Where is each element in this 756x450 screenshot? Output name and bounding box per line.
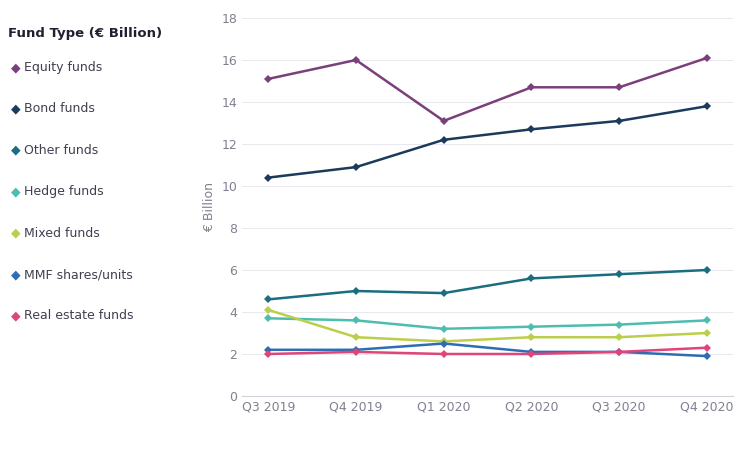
Equity funds (702, 55, 711, 61)
Real estate funds (615, 349, 624, 355)
Bond funds (527, 126, 536, 132)
MMF shares/units (439, 341, 448, 346)
Equity funds (527, 85, 536, 90)
Text: Equity funds: Equity funds (24, 61, 103, 74)
Text: ◆: ◆ (11, 185, 21, 198)
Text: Hedge funds: Hedge funds (24, 185, 104, 198)
Equity funds (264, 76, 273, 81)
Text: Mixed funds: Mixed funds (24, 227, 100, 239)
Mixed funds (264, 307, 273, 313)
Bond funds (439, 137, 448, 143)
Real estate funds (264, 351, 273, 357)
Line: Other funds: Other funds (265, 267, 710, 302)
Equity funds (352, 57, 361, 63)
Other funds (702, 267, 711, 273)
Bond funds (615, 118, 624, 124)
Text: Fund Type (€ Billion): Fund Type (€ Billion) (8, 27, 162, 40)
Other funds (615, 271, 624, 277)
Equity funds (615, 85, 624, 90)
Text: Other funds: Other funds (24, 144, 98, 157)
Text: MMF shares/units: MMF shares/units (24, 268, 133, 281)
Line: Mixed funds: Mixed funds (265, 307, 710, 344)
Mixed funds (352, 334, 361, 340)
MMF shares/units (527, 349, 536, 355)
Hedge funds (439, 326, 448, 332)
Mixed funds (702, 330, 711, 336)
Mixed funds (527, 334, 536, 340)
MMF shares/units (702, 353, 711, 359)
Mixed funds (615, 334, 624, 340)
Line: Real estate funds: Real estate funds (265, 345, 710, 357)
Equity funds (439, 118, 448, 124)
Hedge funds (527, 324, 536, 329)
Other funds (264, 297, 273, 302)
Text: ◆: ◆ (11, 227, 21, 239)
MMF shares/units (615, 349, 624, 355)
Mixed funds (439, 339, 448, 344)
Real estate funds (702, 345, 711, 351)
Real estate funds (527, 351, 536, 357)
Hedge funds (615, 322, 624, 327)
Y-axis label: € Billion: € Billion (203, 182, 215, 232)
Line: Hedge funds: Hedge funds (265, 315, 710, 332)
MMF shares/units (352, 347, 361, 352)
Line: MMF shares/units: MMF shares/units (265, 341, 710, 359)
Text: ◆: ◆ (11, 61, 21, 74)
Line: Equity funds: Equity funds (265, 55, 710, 124)
Hedge funds (352, 318, 361, 323)
Other funds (352, 288, 361, 294)
Text: Bond funds: Bond funds (24, 103, 95, 115)
Hedge funds (264, 315, 273, 321)
MMF shares/units (264, 347, 273, 352)
Other funds (527, 276, 536, 281)
Bond funds (264, 175, 273, 180)
Line: Bond funds: Bond funds (265, 104, 710, 180)
Bond funds (352, 164, 361, 170)
Real estate funds (439, 351, 448, 357)
Text: ◆: ◆ (11, 144, 21, 157)
Text: ◆: ◆ (11, 103, 21, 115)
Text: ◆: ◆ (11, 268, 21, 281)
Bond funds (702, 104, 711, 109)
Text: Real estate funds: Real estate funds (24, 310, 134, 322)
Other funds (439, 290, 448, 296)
Text: ◆: ◆ (11, 310, 21, 322)
Real estate funds (352, 349, 361, 355)
Hedge funds (702, 318, 711, 323)
